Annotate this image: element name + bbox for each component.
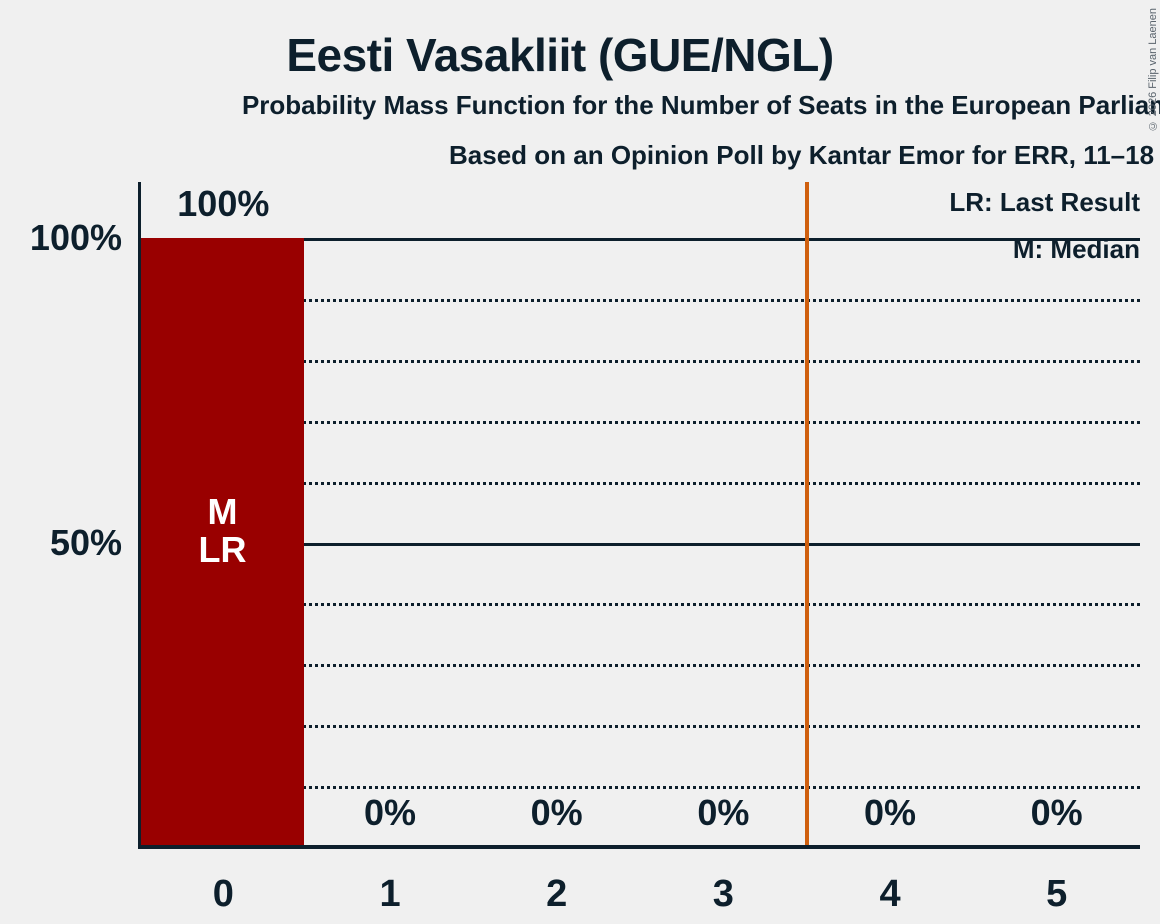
x-tick-label-0: 0 bbox=[212, 873, 234, 915]
y-tick-label-50: 50% bbox=[49, 522, 122, 563]
vertical-marker-line bbox=[804, 182, 809, 847]
gridline-80 bbox=[140, 359, 1140, 363]
value-label-1: 0% bbox=[363, 792, 416, 833]
value-label-3: 0% bbox=[697, 792, 750, 833]
last-result-marker: LR bbox=[198, 529, 247, 570]
gridline-30 bbox=[140, 664, 1140, 668]
bar-slot-1: 0% bbox=[307, 182, 474, 847]
bar-slot-3: 0% bbox=[640, 182, 807, 847]
x-tick-label-1: 1 bbox=[379, 873, 401, 915]
x-tick-label-5: 5 bbox=[1046, 873, 1068, 915]
chart-subtitle: Probability Mass Function for the Number… bbox=[241, 90, 1160, 120]
y-tick-label-100: 100% bbox=[29, 217, 122, 258]
gridline-50 bbox=[140, 542, 1140, 546]
plot-area: M LR 100% 0% 0% 0% 0% 0% bbox=[138, 182, 1140, 849]
copyright-notice: © 2026 Filip van Laenen bbox=[1147, 8, 1159, 132]
gridline-10 bbox=[140, 786, 1140, 790]
bar-seats-0: M LR bbox=[141, 238, 304, 847]
gridline-70 bbox=[140, 420, 1140, 424]
x-tick-label-2: 2 bbox=[546, 873, 568, 915]
value-label-4: 0% bbox=[863, 792, 916, 833]
median-marker: M bbox=[207, 491, 238, 532]
gridline-60 bbox=[140, 481, 1140, 485]
chart-title: Eesti Vasakliit (GUE/NGL) bbox=[286, 29, 834, 81]
value-label-2: 0% bbox=[530, 792, 583, 833]
y-axis-line bbox=[138, 182, 141, 847]
chart-source-line: Based on an Opinion Poll by Kantar Emor … bbox=[449, 140, 1160, 170]
x-axis-line bbox=[138, 845, 1140, 849]
gridline-100 bbox=[140, 238, 1140, 241]
value-label-5: 0% bbox=[1030, 792, 1083, 833]
gridline-20 bbox=[140, 725, 1140, 729]
bar-slot-4: 0% bbox=[807, 182, 974, 847]
x-axis-labels: 0 1 2 3 4 5 bbox=[140, 869, 1140, 919]
median-last-result-marker: M LR bbox=[141, 493, 304, 569]
x-tick-label-3: 3 bbox=[712, 873, 734, 915]
bar-slot-2: 0% bbox=[473, 182, 640, 847]
legend-last-result: LR: Last Result bbox=[949, 187, 1140, 217]
value-label-0: 100% bbox=[177, 183, 270, 224]
x-tick-label-4: 4 bbox=[879, 873, 901, 915]
legend-median: M: Median bbox=[1012, 234, 1140, 264]
bar-slot-5: 0% bbox=[973, 182, 1140, 847]
gridline-90 bbox=[140, 298, 1140, 302]
bar-slot-0: M LR 100% bbox=[140, 182, 307, 847]
gridline-40 bbox=[140, 603, 1140, 607]
